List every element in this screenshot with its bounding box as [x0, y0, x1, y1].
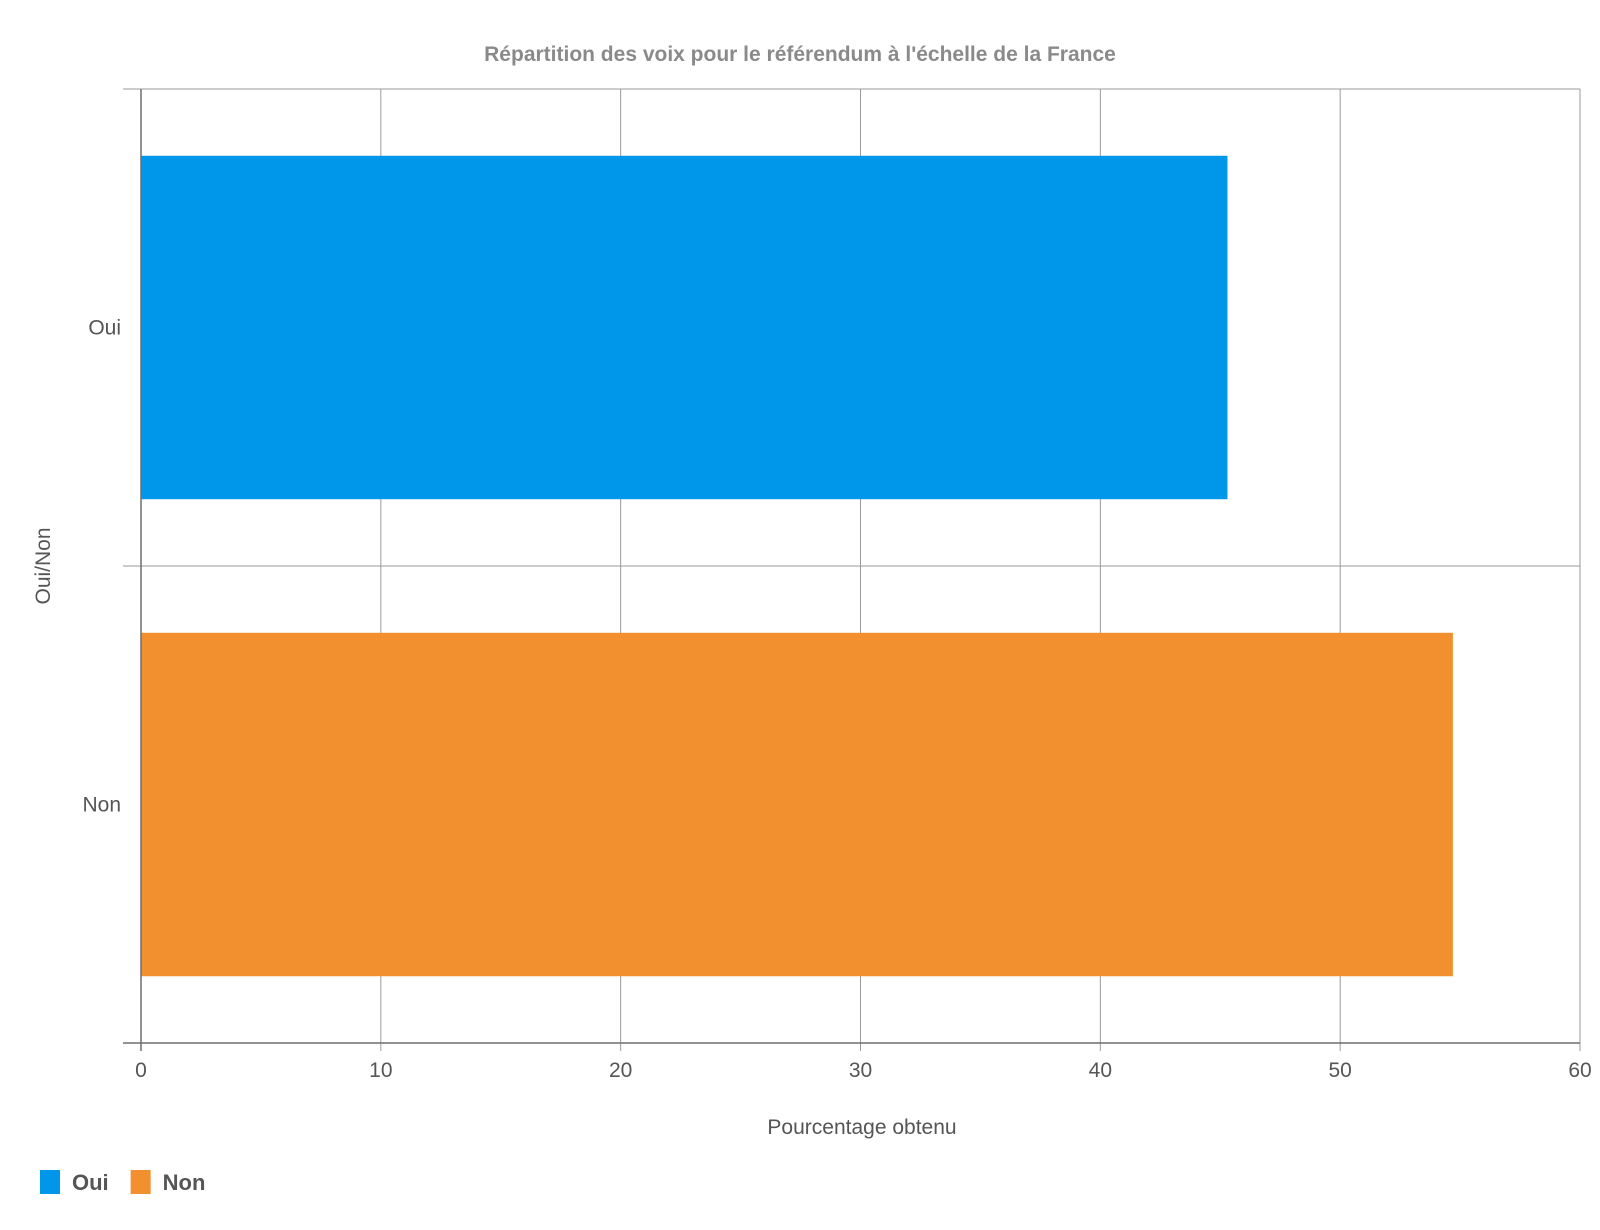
- x-tick-label: 0: [135, 1059, 147, 1082]
- bar-oui: [141, 155, 1228, 500]
- legend-label-non: Non: [163, 1170, 206, 1195]
- y-tick-label: Non: [82, 794, 121, 817]
- y-tick-label: Oui: [88, 317, 121, 340]
- bars: [141, 155, 1453, 977]
- legend-swatch-oui: [40, 1170, 60, 1194]
- x-axis-title: Pourcentage obtenu: [767, 1116, 956, 1139]
- tick-labels: 0 10 20 30 40 50 60 Oui Non: [82, 317, 1591, 1083]
- x-tick-label: 20: [609, 1059, 632, 1082]
- x-tick-label: 40: [1089, 1059, 1112, 1082]
- chart-title: Répartition des voix pour le référendum …: [484, 43, 1116, 66]
- y-axis-title: Oui/Non: [32, 527, 55, 604]
- legend: Oui Non: [40, 1170, 205, 1195]
- x-tick-label: 30: [849, 1059, 872, 1082]
- x-tick-label: 50: [1328, 1059, 1351, 1082]
- x-tick-label: 10: [369, 1059, 392, 1082]
- legend-swatch-non: [130, 1170, 151, 1194]
- bar-non: [141, 632, 1453, 977]
- x-tick-label: 60: [1568, 1059, 1591, 1082]
- legend-label-oui: Oui: [72, 1170, 109, 1195]
